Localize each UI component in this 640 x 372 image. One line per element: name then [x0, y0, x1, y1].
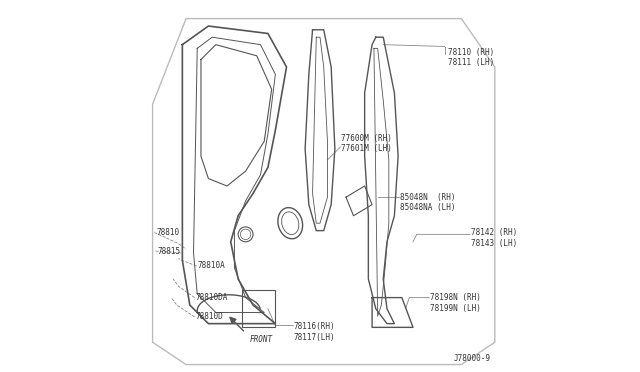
Text: 78815: 78815 [157, 247, 180, 256]
Text: 78198N (RH)
78199N (LH): 78198N (RH) 78199N (LH) [429, 294, 481, 313]
Text: 78116(RH)
78117(LH): 78116(RH) 78117(LH) [294, 322, 335, 341]
Text: 78810: 78810 [156, 228, 179, 237]
Text: J78000-9: J78000-9 [454, 354, 491, 363]
Text: 78810A: 78810A [197, 262, 225, 270]
Text: 78810DA: 78810DA [195, 293, 228, 302]
Text: 78142 (RH)
78143 (LH): 78142 (RH) 78143 (LH) [470, 228, 517, 248]
Text: 78110 (RH)
78111 (LH): 78110 (RH) 78111 (LH) [449, 48, 495, 67]
Text: FRONT: FRONT [250, 335, 273, 344]
Text: 78810D: 78810D [195, 312, 223, 321]
Text: 85048N  (RH)
85048NA (LH): 85048N (RH) 85048NA (LH) [400, 193, 456, 212]
Text: 77600M (RH)
77601M (LH): 77600M (RH) 77601M (LH) [341, 134, 392, 153]
